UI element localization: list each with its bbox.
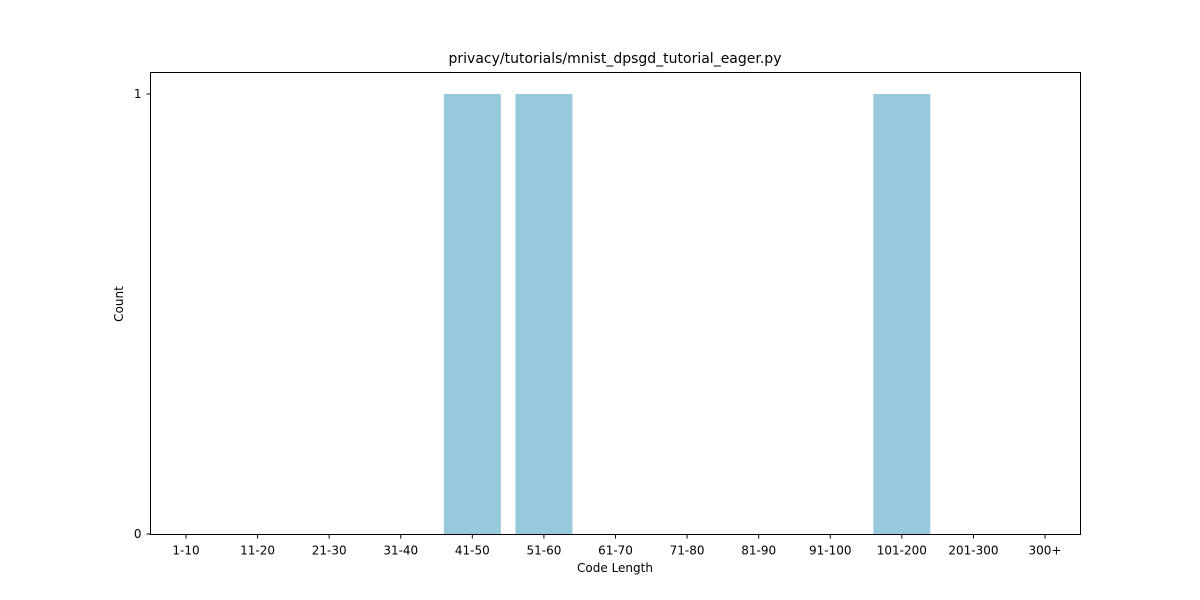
bar-101-200 <box>873 94 930 534</box>
bar-41-50 <box>444 94 501 534</box>
y-axis-label: Count <box>112 286 126 322</box>
x-tick-label: 81-90 <box>741 544 776 558</box>
x-tick-label: 1-10 <box>172 544 199 558</box>
x-tick-label: 11-20 <box>240 544 275 558</box>
y-tick-label: 1 <box>134 87 142 101</box>
plot-frame <box>151 73 1081 535</box>
chart-title: privacy/tutorials/mnist_dpsgd_tutorial_e… <box>449 51 782 67</box>
x-tick-label: 21-30 <box>312 544 347 558</box>
x-tick-label: 300+ <box>1029 544 1062 558</box>
bar-51-60 <box>515 94 572 534</box>
y-tick-label: 0 <box>134 527 142 541</box>
y-axis: 01 <box>134 87 151 541</box>
x-tick-label: 101-200 <box>877 544 927 558</box>
x-tick-label: 91-100 <box>809 544 852 558</box>
x-tick-label: 51-60 <box>526 544 561 558</box>
x-tick-label: 61-70 <box>598 544 633 558</box>
x-axis: 1-10 11-20 21-30 31-40 41-50 51-60 61-70 71-80 8… <box>172 535 1061 558</box>
x-tick-label: 201-300 <box>948 544 998 558</box>
x-tick-label: 41-50 <box>455 544 490 558</box>
x-axis-label: Code Length <box>577 561 653 575</box>
x-tick-label: 71-80 <box>670 544 705 558</box>
x-tick-label: 31-40 <box>383 544 418 558</box>
bars <box>444 94 930 534</box>
